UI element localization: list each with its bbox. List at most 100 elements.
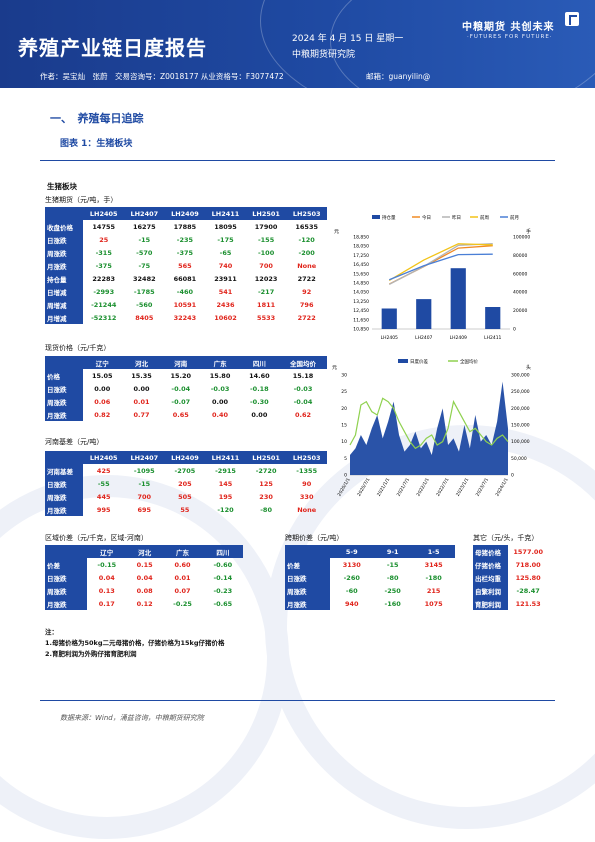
table-cell: -52312 xyxy=(91,313,117,322)
legend-label: 前周 xyxy=(480,214,489,221)
table-cell: 22283 xyxy=(92,274,116,283)
report-date: 2024 年 4 月 15 日 星期一 xyxy=(292,34,404,44)
table-cell: 14.60 xyxy=(249,371,270,380)
x-tick-label: 2021/1/1 xyxy=(376,477,391,498)
y-tick-label: 30 xyxy=(341,373,347,379)
column-header xyxy=(45,207,84,220)
table-cell: 0.77 xyxy=(133,410,150,419)
table-cell: -100 xyxy=(257,248,275,257)
table-cell: None xyxy=(297,505,317,514)
table-cell: -65 xyxy=(219,248,232,257)
x-tick-label: 2023/1/1 xyxy=(455,477,470,498)
table-cell: -160 xyxy=(384,599,401,608)
table-cell: -2720 xyxy=(255,466,277,475)
table-cell: -80 xyxy=(386,573,399,582)
y-tick-label: 5 xyxy=(344,456,347,462)
table-cell: -250 xyxy=(384,586,401,595)
table-cell: -15 xyxy=(138,235,151,244)
y-tick-label: 16,450 xyxy=(353,262,369,268)
y2-tick-label: 100000 xyxy=(513,235,530,241)
spread-table-title: 跨期价差（元/吨） xyxy=(285,534,344,542)
table-cell: -560 xyxy=(136,300,153,309)
table-cell: 17885 xyxy=(173,222,197,231)
y2-tick-label: 50,000 xyxy=(511,456,527,462)
table-cell: 796 xyxy=(299,300,314,309)
table-cell: 1811 xyxy=(257,300,276,309)
table-cell: -0.03 xyxy=(210,384,230,393)
table-row: 收盘价格 14755 16275 17885 18095 17900 16535 xyxy=(45,220,327,233)
table-cell: -375 xyxy=(95,261,112,270)
table-row: 日涨跌 25 -15 -235 -175 -155 -120 xyxy=(45,233,327,246)
table-cell: 121.53 xyxy=(515,599,541,608)
x-tick-label: 2020/1/1 xyxy=(336,477,351,498)
table-cell: -2993 xyxy=(93,287,115,296)
table-cell: 0.62 xyxy=(294,410,312,419)
table-cell: 92 xyxy=(302,287,312,296)
table-cell: 0.00 xyxy=(94,384,111,393)
y2-tick-label: 100,000 xyxy=(511,439,530,445)
table-row: 自繁利润 -28.47 xyxy=(473,584,548,597)
table-row: 月涨跌 0.82 0.77 0.65 0.40 0.00 0.62 xyxy=(45,408,327,421)
legend-label: 持仓量 xyxy=(382,214,396,221)
row-label: 周涨跌 xyxy=(285,584,331,597)
x-tick-label: 2024/1/1 xyxy=(494,477,509,498)
table-cell: -315 xyxy=(95,248,112,257)
row-label: 月增减 xyxy=(45,311,84,324)
row-label: 持仓量 xyxy=(45,272,84,285)
table-cell: -0.25 xyxy=(173,599,192,608)
y2-tick-label: 0 xyxy=(513,327,516,333)
y2-tick-label: 0 xyxy=(511,473,514,479)
table-cell: 0.04 xyxy=(136,573,153,582)
table-cell: -0.65 xyxy=(213,599,233,608)
table-cell: -375 xyxy=(176,248,194,257)
table-cell: 330 xyxy=(299,492,314,501)
x-tick-label: 2020/7/1 xyxy=(356,477,371,498)
row-label: 日涨跌 xyxy=(285,571,331,584)
divider xyxy=(40,160,555,161)
other-table: 母猪价格 1577.00 仔猪价格 718.00 出栏均重 125.80 自繁利润 -28.4… xyxy=(473,545,548,610)
table-row: 月涨跌 995 695 55 -120 -80 None xyxy=(45,503,327,516)
futures-curve-chart: 元 手 持仓量 今日 昨日 前周 前月 18,850 18,050 17,250 16,450 15,… xyxy=(334,214,531,341)
row-label: 价格 xyxy=(45,369,83,382)
table-cell: -235 xyxy=(176,235,194,244)
axis-unit-label: 元 xyxy=(332,365,337,371)
notes: 注： 1.母猪价格为50kg二元母猪价格，仔猪价格为15kg仔猪价格 2.育肥利… xyxy=(45,627,225,660)
basis-table: LH2405 LH2407 LH2409 LH2411 LH2501 LH2503 河南基差… xyxy=(45,451,327,516)
table-cell: 16535 xyxy=(295,222,318,231)
column-header: 河北 xyxy=(121,356,162,369)
x-tick-label: 2023/7/1 xyxy=(475,477,490,498)
bar xyxy=(416,299,432,329)
table-cell: 0.00 xyxy=(251,410,268,419)
table-row: 周涨跌 0.13 0.08 0.07 -0.23 xyxy=(45,584,243,597)
table-cell: -0.14 xyxy=(213,573,233,582)
column-header: LH2407 xyxy=(124,207,165,220)
table-cell: 0.13 xyxy=(98,586,115,595)
note-item: 2.育肥利润为外购仔猪育肥利润 xyxy=(45,650,137,658)
y-tick-label: 25 xyxy=(341,389,347,395)
table-cell: -0.07 xyxy=(171,397,191,406)
table-cell: 1577.00 xyxy=(513,547,543,556)
bar xyxy=(381,308,397,329)
column-header: 四川 xyxy=(202,545,243,558)
x-tick-label: LH2407 xyxy=(415,335,432,341)
table-cell: -180 xyxy=(425,573,442,582)
table-cell: 0.01 xyxy=(133,397,150,406)
y-tick-label: 11,650 xyxy=(353,317,369,323)
table-cell: 0.08 xyxy=(136,586,153,595)
legend-swatch xyxy=(372,215,380,219)
column-header: 辽宁 xyxy=(86,545,127,558)
column-header: LH2503 xyxy=(286,451,327,464)
divider xyxy=(40,700,555,701)
row-label: 日增减 xyxy=(45,285,84,298)
table-cell: -0.23 xyxy=(213,586,233,595)
legend-label: 今日 xyxy=(422,214,431,221)
table-row: 月涨跌 -375 -75 565 740 700 None xyxy=(45,259,327,272)
company-slogan: ·FUTURES FOR FUTURE· xyxy=(467,34,553,40)
table-cell: -2915 xyxy=(215,466,236,475)
x-tick-label: LH2411 xyxy=(484,335,501,341)
table-cell: -1785 xyxy=(133,287,155,296)
x-tick-label: LH2409 xyxy=(450,335,467,341)
note-item: 1.母猪价格为50kg二元母猪价格，仔猪价格为15kg仔猪价格 xyxy=(45,639,225,647)
table-row: 周涨跌 445 700 505 195 230 330 xyxy=(45,490,327,503)
